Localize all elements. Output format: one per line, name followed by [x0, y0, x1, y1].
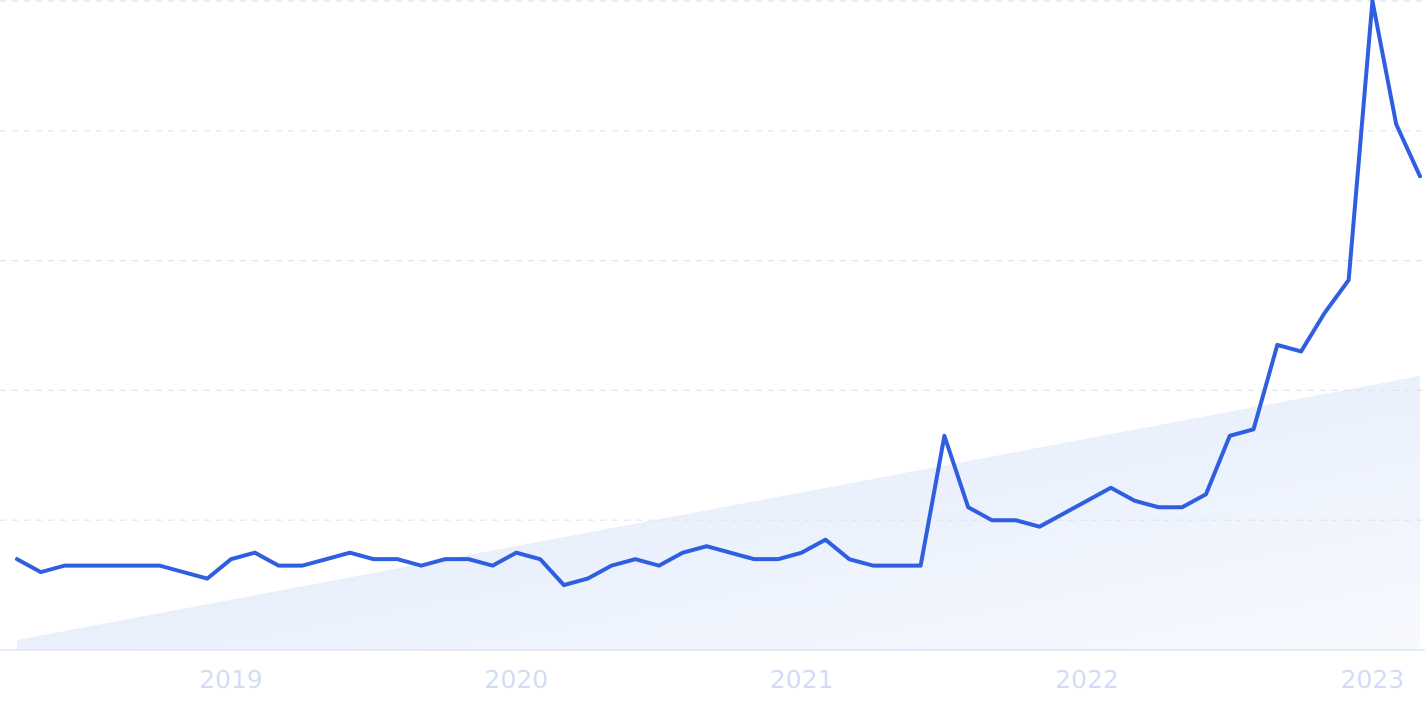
x-tick-label: 2023	[1341, 665, 1405, 694]
x-tick-label: 2020	[485, 665, 549, 694]
background-shape	[17, 376, 1420, 650]
x-tick-label: 2021	[770, 665, 834, 694]
x-tick-label: 2022	[1055, 665, 1119, 694]
data-line	[15, 0, 1422, 588]
x-tick-label: 2019	[199, 665, 263, 694]
